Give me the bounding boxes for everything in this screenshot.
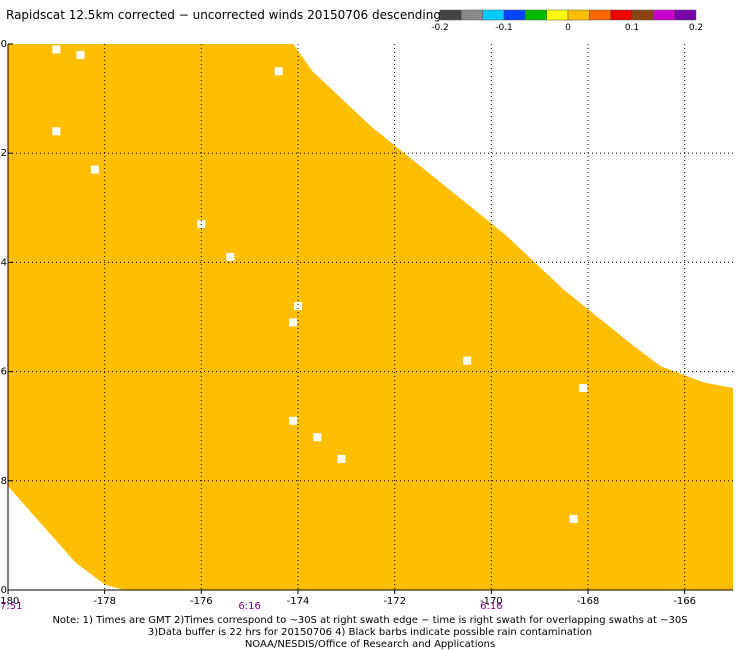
x-tick-label: -174 bbox=[287, 596, 310, 607]
colorbar-segment bbox=[546, 9, 569, 21]
missing-data-cell bbox=[76, 50, 85, 59]
colorbar-segment bbox=[610, 9, 633, 21]
colorbar-tick-label: 0.2 bbox=[689, 23, 703, 33]
y-tick-label: -38 bbox=[0, 476, 7, 487]
x-tick-label: -168 bbox=[577, 596, 600, 607]
missing-data-cell bbox=[294, 302, 302, 311]
y-tick-label: -36 bbox=[0, 367, 7, 378]
time-label: 7:51 bbox=[0, 601, 22, 612]
x-tick-label: -180 bbox=[0, 596, 19, 607]
x-tick-label: -172 bbox=[383, 596, 406, 607]
colorbar-tick-label: -0.2 bbox=[431, 23, 449, 33]
colorbar-segment bbox=[653, 9, 675, 21]
colorbar-tick-label: 0 bbox=[565, 23, 571, 33]
missing-data-cell bbox=[289, 318, 298, 327]
missing-data-cell bbox=[52, 127, 61, 136]
y-tick-label: -30 bbox=[0, 39, 7, 50]
missing-data-cell bbox=[463, 356, 472, 365]
missing-data-cell bbox=[579, 383, 588, 392]
time-label: 6:16 bbox=[238, 601, 260, 612]
colorbar-segment bbox=[674, 9, 697, 21]
colorbar-segment bbox=[439, 9, 462, 21]
colorbar-segment bbox=[631, 9, 654, 21]
missing-data-cell bbox=[313, 433, 322, 442]
x-tick-label: -176 bbox=[190, 596, 213, 607]
x-tick-label: -170 bbox=[480, 596, 503, 607]
y-tick-label: -34 bbox=[0, 257, 7, 268]
missing-data-cell bbox=[52, 45, 61, 54]
missing-data-cell bbox=[569, 515, 578, 524]
wind-difference-swath bbox=[8, 44, 733, 590]
colorbar-tick-label: -0.1 bbox=[495, 23, 513, 33]
x-tick-label: -178 bbox=[93, 596, 116, 607]
missing-data-cell bbox=[337, 454, 346, 463]
colorbar-tick-label: 0.1 bbox=[625, 23, 639, 33]
colorbar-segment bbox=[503, 9, 526, 21]
colorbar-segment bbox=[525, 9, 547, 21]
y-tick-label: -40 bbox=[0, 585, 7, 596]
colorbar-segment bbox=[482, 9, 505, 21]
x-tick-label: -166 bbox=[673, 596, 696, 607]
missing-data-cell bbox=[91, 165, 99, 174]
colorbar-segment bbox=[567, 9, 590, 21]
chart-title: Rapidscat 12.5km corrected − uncorrected… bbox=[6, 8, 441, 22]
time-label: 6:16 bbox=[480, 601, 502, 612]
colorbar-segment bbox=[589, 9, 611, 21]
missing-data-cell bbox=[274, 67, 283, 76]
note-line-3: NOAA/NESDIS/Office of Research and Appli… bbox=[244, 639, 496, 650]
note-line-1: Note: 1) Times are GMT 2)Times correspon… bbox=[52, 615, 688, 626]
missing-data-cell bbox=[226, 252, 235, 261]
note-line-2: 3)Data buffer is 22 hrs for 20150706 4) … bbox=[147, 627, 593, 638]
missing-data-cell bbox=[289, 416, 298, 425]
y-tick-label: -32 bbox=[0, 148, 7, 159]
colorbar-segment bbox=[461, 9, 483, 21]
